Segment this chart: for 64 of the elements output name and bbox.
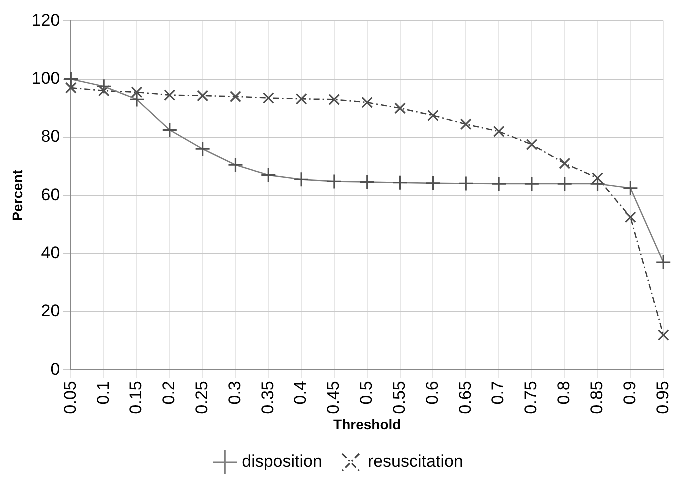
x-tick-label: 0.25 (192, 381, 212, 414)
point (460, 118, 472, 130)
y-tick-label: 40 (41, 243, 60, 262)
x-tick-label: 0.55 (390, 381, 409, 414)
point (362, 96, 374, 108)
legend-label: disposition (242, 452, 322, 472)
y-axis-title: Percent (9, 170, 26, 222)
x-tick-label: 0.95 (653, 381, 672, 414)
point (491, 176, 507, 192)
y-tick-label: 20 (41, 302, 60, 321)
x-tick-label: 0.05 (60, 381, 80, 414)
point (228, 157, 244, 173)
point (425, 176, 442, 192)
x-tick-label: 0.85 (587, 381, 606, 414)
y-tick-label: 100 (32, 69, 60, 88)
point (526, 139, 538, 151)
point (559, 158, 571, 170)
x-tick-label: 0.65 (456, 381, 475, 414)
point (162, 122, 178, 138)
point (63, 72, 79, 88)
point (96, 78, 112, 94)
point (624, 212, 636, 224)
y-tick-label: 120 (32, 10, 60, 30)
x-axis-title: Threshold (334, 416, 402, 432)
point (262, 92, 274, 104)
point (260, 168, 276, 184)
point (230, 91, 242, 103)
point (493, 126, 505, 138)
point (590, 176, 606, 192)
y-tick-label: 60 (41, 185, 60, 204)
x-tick-label: 0.9 (620, 381, 640, 405)
x-tick-label: 0.2 (160, 381, 179, 405)
point (656, 254, 672, 270)
point (65, 82, 77, 94)
x-tick-label: 0.7 (488, 381, 508, 405)
point (658, 329, 670, 341)
x-tick-label: 0.75 (522, 381, 541, 414)
point (197, 90, 209, 102)
x-tick-label: 0.4 (291, 381, 310, 405)
x-tick-label: 0.15 (126, 381, 146, 414)
x-tick-label: 0.8 (554, 381, 574, 405)
x-tick-label: 0.35 (258, 381, 278, 414)
point (294, 172, 310, 188)
point (195, 141, 211, 157)
point (622, 180, 638, 196)
x-tick-label: 0.5 (357, 381, 376, 405)
x-tick-label: 0.1 (94, 381, 113, 405)
point (326, 174, 342, 190)
point (557, 176, 573, 192)
point (296, 93, 308, 105)
point (328, 94, 340, 106)
legend-label: resuscitation (368, 452, 464, 472)
x-tick-label: 0.45 (324, 381, 344, 414)
point (392, 175, 408, 191)
x-tick-label: 0.6 (422, 381, 442, 405)
point (360, 174, 376, 190)
point (427, 110, 439, 122)
point (458, 176, 474, 192)
point (524, 176, 540, 192)
x-tick-label: 0.3 (225, 381, 244, 405)
y-tick-label: 80 (41, 127, 60, 146)
point (164, 90, 176, 102)
y-tick-label: 0 (50, 360, 60, 379)
point (394, 102, 406, 114)
